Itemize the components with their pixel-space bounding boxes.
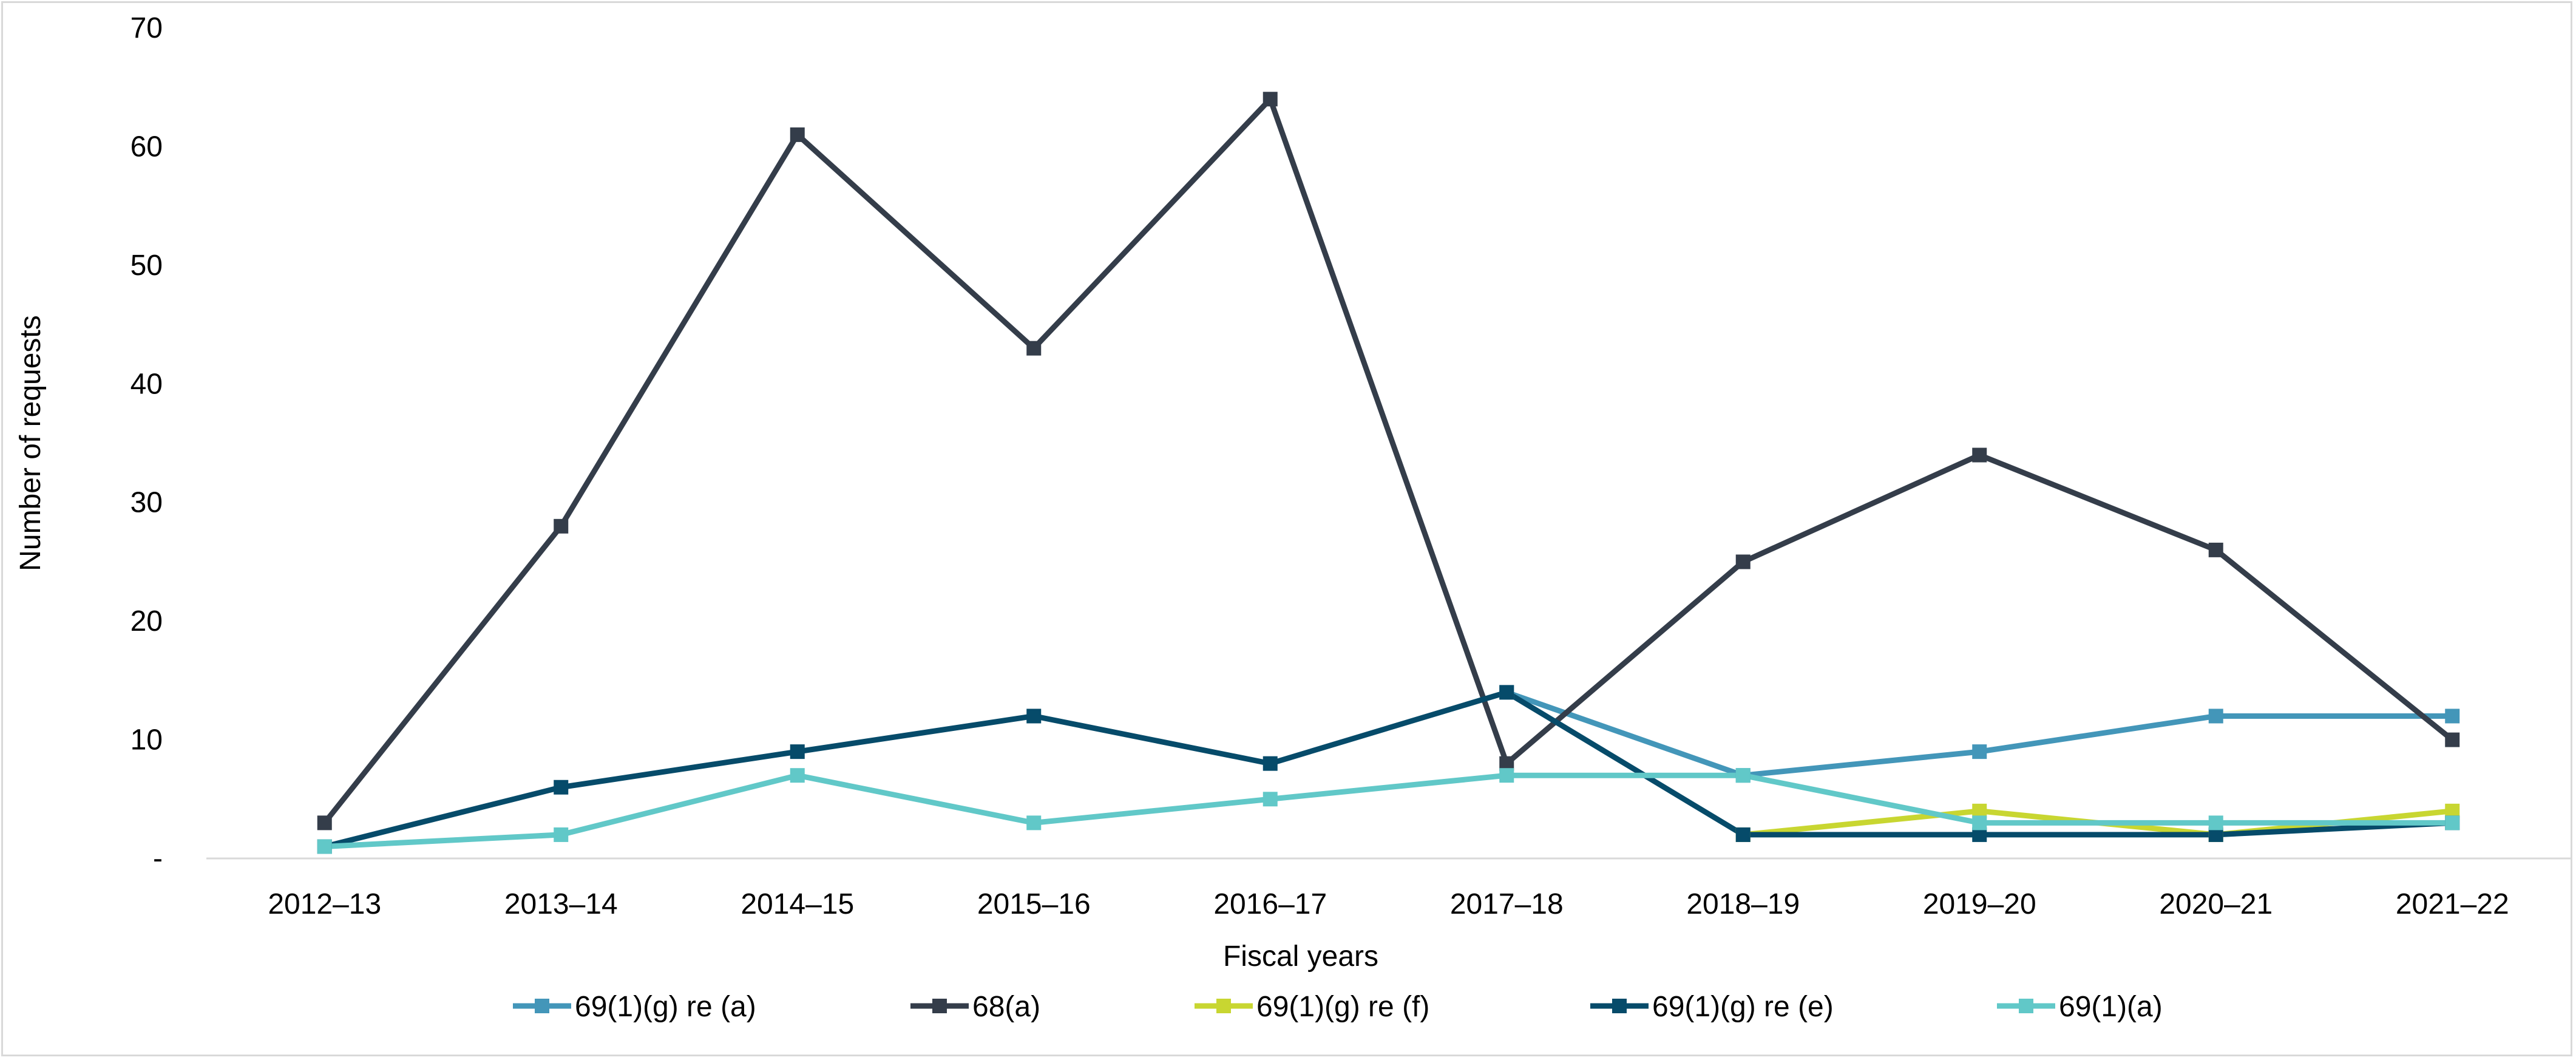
- legend-swatch-marker: [932, 999, 947, 1013]
- x-tick-label: 2012–13: [268, 888, 381, 920]
- y-tick-label: 40: [130, 368, 163, 400]
- data-point-marker: [554, 780, 569, 795]
- series-lines: [322, 96, 2455, 849]
- x-tick-label: 2020–21: [2159, 888, 2273, 920]
- data-point-marker: [2208, 542, 2223, 557]
- legend-label: 68(a): [972, 991, 1040, 1023]
- legend-swatch-marker: [1216, 999, 1231, 1013]
- y-tick-label: -: [153, 843, 163, 875]
- data-point-marker: [1972, 447, 1987, 463]
- data-point-marker: [554, 518, 569, 534]
- x-axis-title: Fiscal years: [1223, 940, 1378, 973]
- data-point-marker: [1972, 744, 1987, 759]
- data-point-marker: [1735, 768, 1751, 783]
- x-tick-label: 2016–17: [1213, 888, 1327, 920]
- x-tick-label: 2013–14: [504, 888, 618, 920]
- y-tick-label: 30: [130, 487, 163, 519]
- y-tick-label: 70: [130, 12, 163, 44]
- data-point-marker: [1972, 815, 1987, 831]
- y-axis-title: Number of requests: [15, 315, 47, 571]
- data-point-marker: [790, 744, 805, 759]
- x-tick-label: 2014–15: [741, 888, 854, 920]
- series-line: [1503, 689, 2455, 778]
- data-point-marker: [1735, 827, 1751, 842]
- data-point-marker: [2208, 815, 2223, 831]
- data-point-marker: [2445, 815, 2460, 831]
- data-point-marker: [317, 839, 332, 854]
- legend-label: 69(1)(g) re (e): [1652, 991, 1834, 1023]
- data-point-marker: [2208, 708, 2223, 724]
- legend: 69(1)(g) re (a) 68(a) 69(1)(g) re (f) 69(1)…: [513, 991, 2163, 1023]
- data-point-marker: [2445, 708, 2460, 724]
- legend-label: 69(1)(g) re (f): [1256, 991, 1429, 1023]
- data-point-marker: [2445, 732, 2460, 747]
- y-tick-label: 10: [130, 724, 163, 756]
- legend-swatch-marker: [535, 999, 549, 1013]
- data-point-marker: [790, 768, 805, 783]
- data-point-marker: [790, 127, 805, 142]
- series-line: [322, 689, 2455, 849]
- series-line: [322, 772, 2455, 849]
- data-point-marker: [317, 815, 332, 831]
- data-point-marker: [1263, 756, 1278, 771]
- legend-swatch-marker: [1612, 999, 1627, 1013]
- y-tick-label: 20: [130, 605, 163, 637]
- x-tick-label: 2019–20: [1923, 888, 2036, 920]
- data-point-marker: [1499, 685, 1514, 700]
- x-axis-ticks: 2012–13 2013–14 2014–15 2015–16 2016–17 2017–…: [268, 888, 2509, 920]
- y-axis-ticks: - 10 20 30 40 50 60 70: [130, 12, 163, 875]
- legend-label: 69(1)(a): [2059, 991, 2163, 1023]
- series-line: [322, 96, 2455, 826]
- data-point-marker: [1263, 92, 1278, 107]
- data-point-marker: [1263, 792, 1278, 807]
- data-point-marker: [554, 827, 569, 842]
- x-tick-label: 2015–16: [977, 888, 1091, 920]
- data-point-marker: [1735, 554, 1751, 569]
- y-tick-label: 60: [130, 131, 163, 163]
- x-tick-label: 2018–19: [1686, 888, 1800, 920]
- data-point-marker: [1026, 341, 1042, 356]
- data-point-marker: [1026, 815, 1042, 831]
- x-tick-label: 2017–18: [1450, 888, 1564, 920]
- legend-label: 69(1)(g) re (a): [575, 991, 756, 1023]
- data-point-marker: [1026, 708, 1042, 724]
- legend-swatch-marker: [2019, 999, 2033, 1013]
- x-tick-label: 2021–22: [2396, 888, 2509, 920]
- data-point-marker: [1499, 768, 1514, 783]
- series-markers: [317, 92, 2460, 854]
- y-tick-label: 50: [130, 250, 163, 282]
